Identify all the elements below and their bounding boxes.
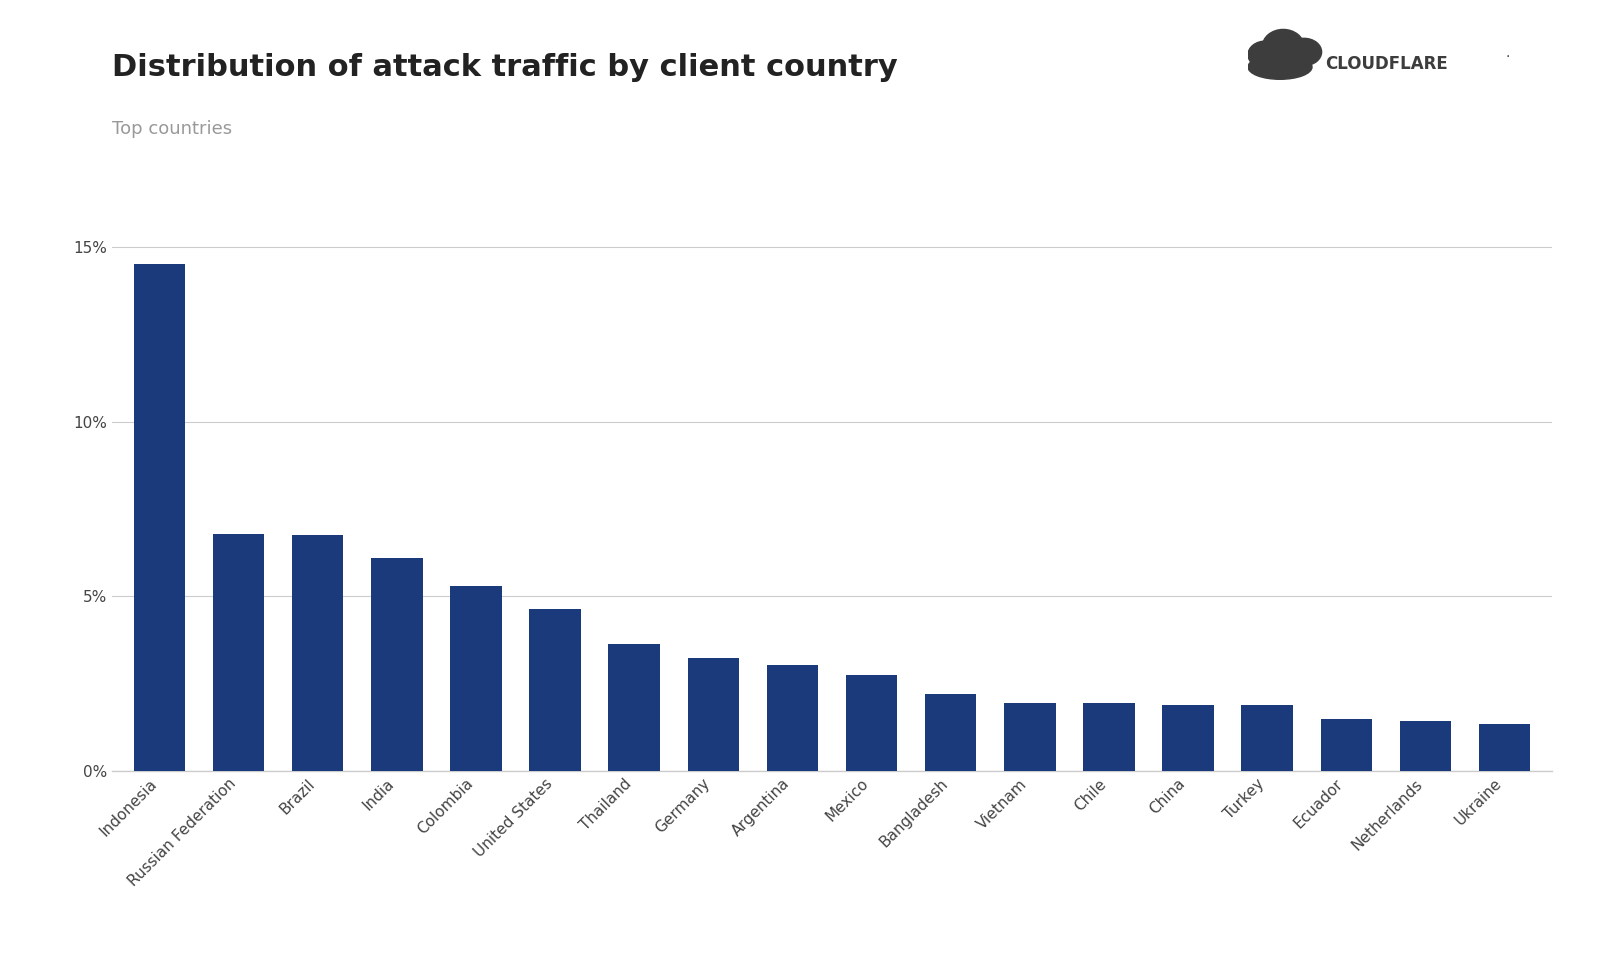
Bar <box>1083 703 1134 771</box>
Bar <box>134 264 186 771</box>
Bar <box>688 657 739 771</box>
Bar <box>291 535 344 771</box>
Text: ·: · <box>1506 50 1510 65</box>
Bar <box>846 675 898 771</box>
Ellipse shape <box>1248 41 1283 68</box>
Bar <box>1320 719 1373 771</box>
Bar <box>766 664 818 771</box>
Bar <box>1162 705 1214 771</box>
Bar <box>608 644 659 771</box>
Ellipse shape <box>1262 30 1304 64</box>
Ellipse shape <box>1286 39 1322 66</box>
Bar <box>213 533 264 771</box>
Text: Top countries: Top countries <box>112 120 232 139</box>
Bar <box>371 558 422 771</box>
Bar <box>1005 703 1056 771</box>
Text: Distribution of attack traffic by client country: Distribution of attack traffic by client… <box>112 53 898 82</box>
Bar <box>530 608 581 771</box>
Bar <box>1242 705 1293 771</box>
Ellipse shape <box>1248 55 1312 79</box>
Text: CLOUDFLARE: CLOUDFLARE <box>1325 55 1448 73</box>
Bar <box>1400 720 1451 771</box>
Bar <box>450 586 502 771</box>
Bar <box>1478 724 1530 771</box>
Bar <box>925 694 976 771</box>
